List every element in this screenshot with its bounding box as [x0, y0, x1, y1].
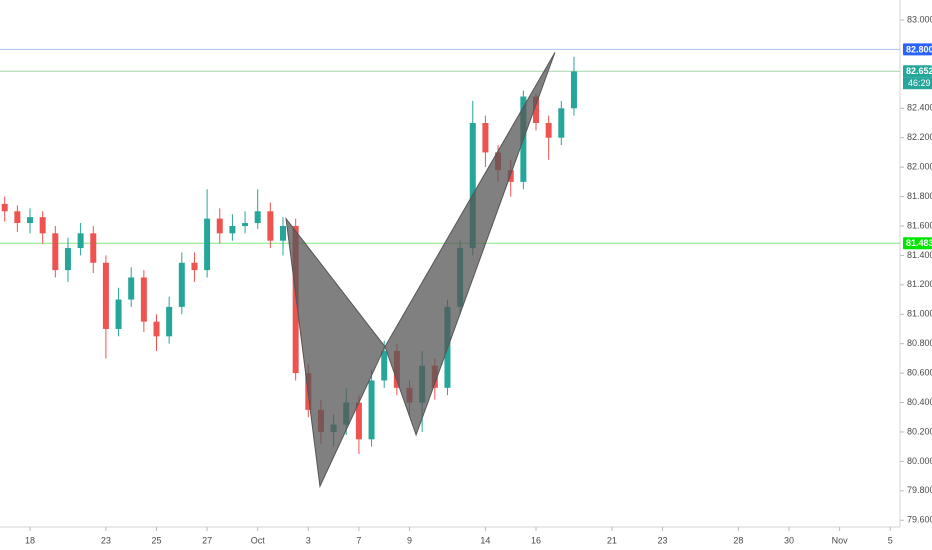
x-tick-label: 5 [888, 535, 893, 545]
price-label: 82.652 [906, 66, 932, 76]
candle-body [191, 262, 198, 271]
candle-body [39, 217, 46, 234]
x-tick-label: 3 [306, 535, 311, 545]
candle-body [77, 233, 84, 249]
x-tick-label: 14 [480, 535, 490, 545]
x-tick-label: 23 [101, 535, 111, 545]
y-tick-label: 80.600 [907, 367, 932, 377]
candle-body [242, 223, 249, 226]
pattern-triangle [285, 216, 386, 489]
countdown: 46:29 [908, 78, 931, 88]
y-tick-label: 81.600 [907, 220, 932, 230]
y-tick-label: 81.200 [907, 279, 932, 289]
x-tick-label: 16 [531, 535, 541, 545]
candle-body [267, 211, 274, 241]
x-tick-label: 28 [733, 535, 743, 545]
candle-body [204, 218, 211, 271]
candle-body [27, 217, 34, 224]
price-label-box [903, 43, 932, 56]
candle-body [14, 211, 21, 224]
candle-body [128, 277, 135, 300]
candle-body [280, 225, 287, 241]
candle-body [115, 299, 122, 329]
y-tick-label: 79.800 [907, 485, 932, 495]
x-tick-label: 27 [202, 535, 212, 545]
candle-body [166, 306, 173, 337]
candle-body [153, 321, 160, 337]
candle-body [558, 108, 565, 138]
price-label: 82.800 [906, 44, 932, 54]
y-tick-label: 79.600 [907, 515, 932, 525]
x-tick-label: 23 [658, 535, 668, 545]
countdown-box [903, 77, 932, 90]
candle-body [533, 96, 540, 123]
x-tick-label: Nov [832, 535, 849, 545]
x-tick-label: 25 [151, 535, 161, 545]
candle-body [64, 248, 71, 271]
candle-body [90, 233, 97, 263]
price-label: 81.483 [906, 238, 932, 248]
candle-body [469, 122, 476, 249]
price-label-box [903, 65, 932, 78]
candle-body [381, 351, 388, 381]
candle-body [229, 225, 236, 234]
candle-body [178, 262, 185, 307]
candle-body [216, 218, 223, 234]
y-tick-label: 81.400 [907, 250, 932, 260]
y-tick-label: 82.400 [907, 103, 932, 113]
x-tick-label: 30 [784, 535, 794, 545]
y-tick-label: 80.800 [907, 338, 932, 348]
x-tick-label: 18 [25, 535, 35, 545]
candle-body [355, 402, 362, 440]
candle-body [254, 211, 261, 224]
candle-body [102, 262, 109, 329]
x-tick-label: 7 [356, 535, 361, 545]
x-tick-label: Oct [251, 535, 266, 545]
candle-body [1, 203, 8, 212]
candle-body [545, 122, 552, 138]
candle-body [482, 122, 489, 153]
y-tick-label: 82.200 [907, 132, 932, 142]
y-tick-label: 82.000 [907, 162, 932, 172]
price-label-box [903, 237, 932, 250]
x-tick-label: 21 [607, 535, 617, 545]
candle-body [140, 277, 147, 322]
candle-body [292, 225, 299, 374]
y-tick-label: 80.400 [907, 397, 932, 407]
candle-body [368, 380, 375, 440]
pattern-triangle [384, 52, 556, 437]
candle-body [52, 233, 59, 271]
x-tick-label: 9 [407, 535, 412, 545]
y-tick-label: 81.000 [907, 309, 932, 319]
y-tick-label: 80.200 [907, 426, 932, 436]
y-tick-label: 80.000 [907, 456, 932, 466]
y-tick-label: 81.800 [907, 191, 932, 201]
candle-body [507, 170, 514, 182]
y-tick-label: 83.000 [907, 14, 932, 24]
candle-body [570, 71, 577, 109]
